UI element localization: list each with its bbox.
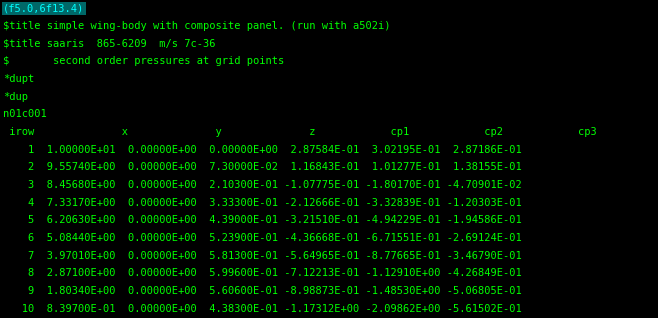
Text: 4  7.33170E+00  0.00000E+00  3.33300E-01 -2.12666E-01 -3.32839E-01 -1.20303E-01: 4 7.33170E+00 0.00000E+00 3.33300E-01 -2…	[3, 197, 522, 208]
Text: (f5.0,6f13.4): (f5.0,6f13.4)	[3, 3, 84, 13]
Text: $title simple wing-body with composite panel. (run with a502i): $title simple wing-body with composite p…	[3, 21, 391, 31]
Text: 1  1.00000E+01  0.00000E+00  0.00000E+00  2.87584E-01  3.02195E-01  2.87186E-01: 1 1.00000E+01 0.00000E+00 0.00000E+00 2.…	[3, 144, 522, 155]
Text: n01c001: n01c001	[3, 109, 47, 119]
Text: 10  8.39700E-01  0.00000E+00  4.38300E-01 -1.17312E+00 -2.09862E+00 -5.61502E-01: 10 8.39700E-01 0.00000E+00 4.38300E-01 -…	[3, 303, 522, 314]
Text: irow              x              y              z            cp1            cp2 : irow x y z cp1 cp2	[3, 127, 597, 137]
Text: $title saaris  865-6209  m/s 7c-36: $title saaris 865-6209 m/s 7c-36	[3, 38, 216, 49]
Text: *dupt: *dupt	[3, 74, 34, 84]
Text: 2  9.55740E+00  0.00000E+00  7.30000E-02  1.16843E-01  1.01277E-01  1.38155E-01: 2 9.55740E+00 0.00000E+00 7.30000E-02 1.…	[3, 162, 522, 172]
Text: 8  2.87100E+00  0.00000E+00  5.99600E-01 -7.12213E-01 -1.12910E+00 -4.26849E-01: 8 2.87100E+00 0.00000E+00 5.99600E-01 -7…	[3, 268, 522, 278]
Text: 9  1.80340E+00  0.00000E+00  5.60600E-01 -8.98873E-01 -1.48530E+00 -5.06805E-01: 9 1.80340E+00 0.00000E+00 5.60600E-01 -8…	[3, 286, 522, 296]
Text: $       second order pressures at grid points: $ second order pressures at grid points	[3, 56, 284, 66]
Text: 7  3.97010E+00  0.00000E+00  5.81300E-01 -5.64965E-01 -8.77665E-01 -3.46790E-01: 7 3.97010E+00 0.00000E+00 5.81300E-01 -5…	[3, 251, 522, 260]
Text: 6  5.08440E+00  0.00000E+00  5.23900E-01 -4.36668E-01 -6.71551E-01 -2.69124E-01: 6 5.08440E+00 0.00000E+00 5.23900E-01 -4…	[3, 233, 522, 243]
Text: *dup: *dup	[3, 92, 28, 101]
Text: 5  6.20630E+00  0.00000E+00  4.39000E-01 -3.21510E-01 -4.94229E-01 -1.94586E-01: 5 6.20630E+00 0.00000E+00 4.39000E-01 -3…	[3, 215, 522, 225]
Text: 3  8.45680E+00  0.00000E+00  2.10300E-01 -1.07775E-01 -1.80170E-01 -4.70901E-02: 3 8.45680E+00 0.00000E+00 2.10300E-01 -1…	[3, 180, 522, 190]
